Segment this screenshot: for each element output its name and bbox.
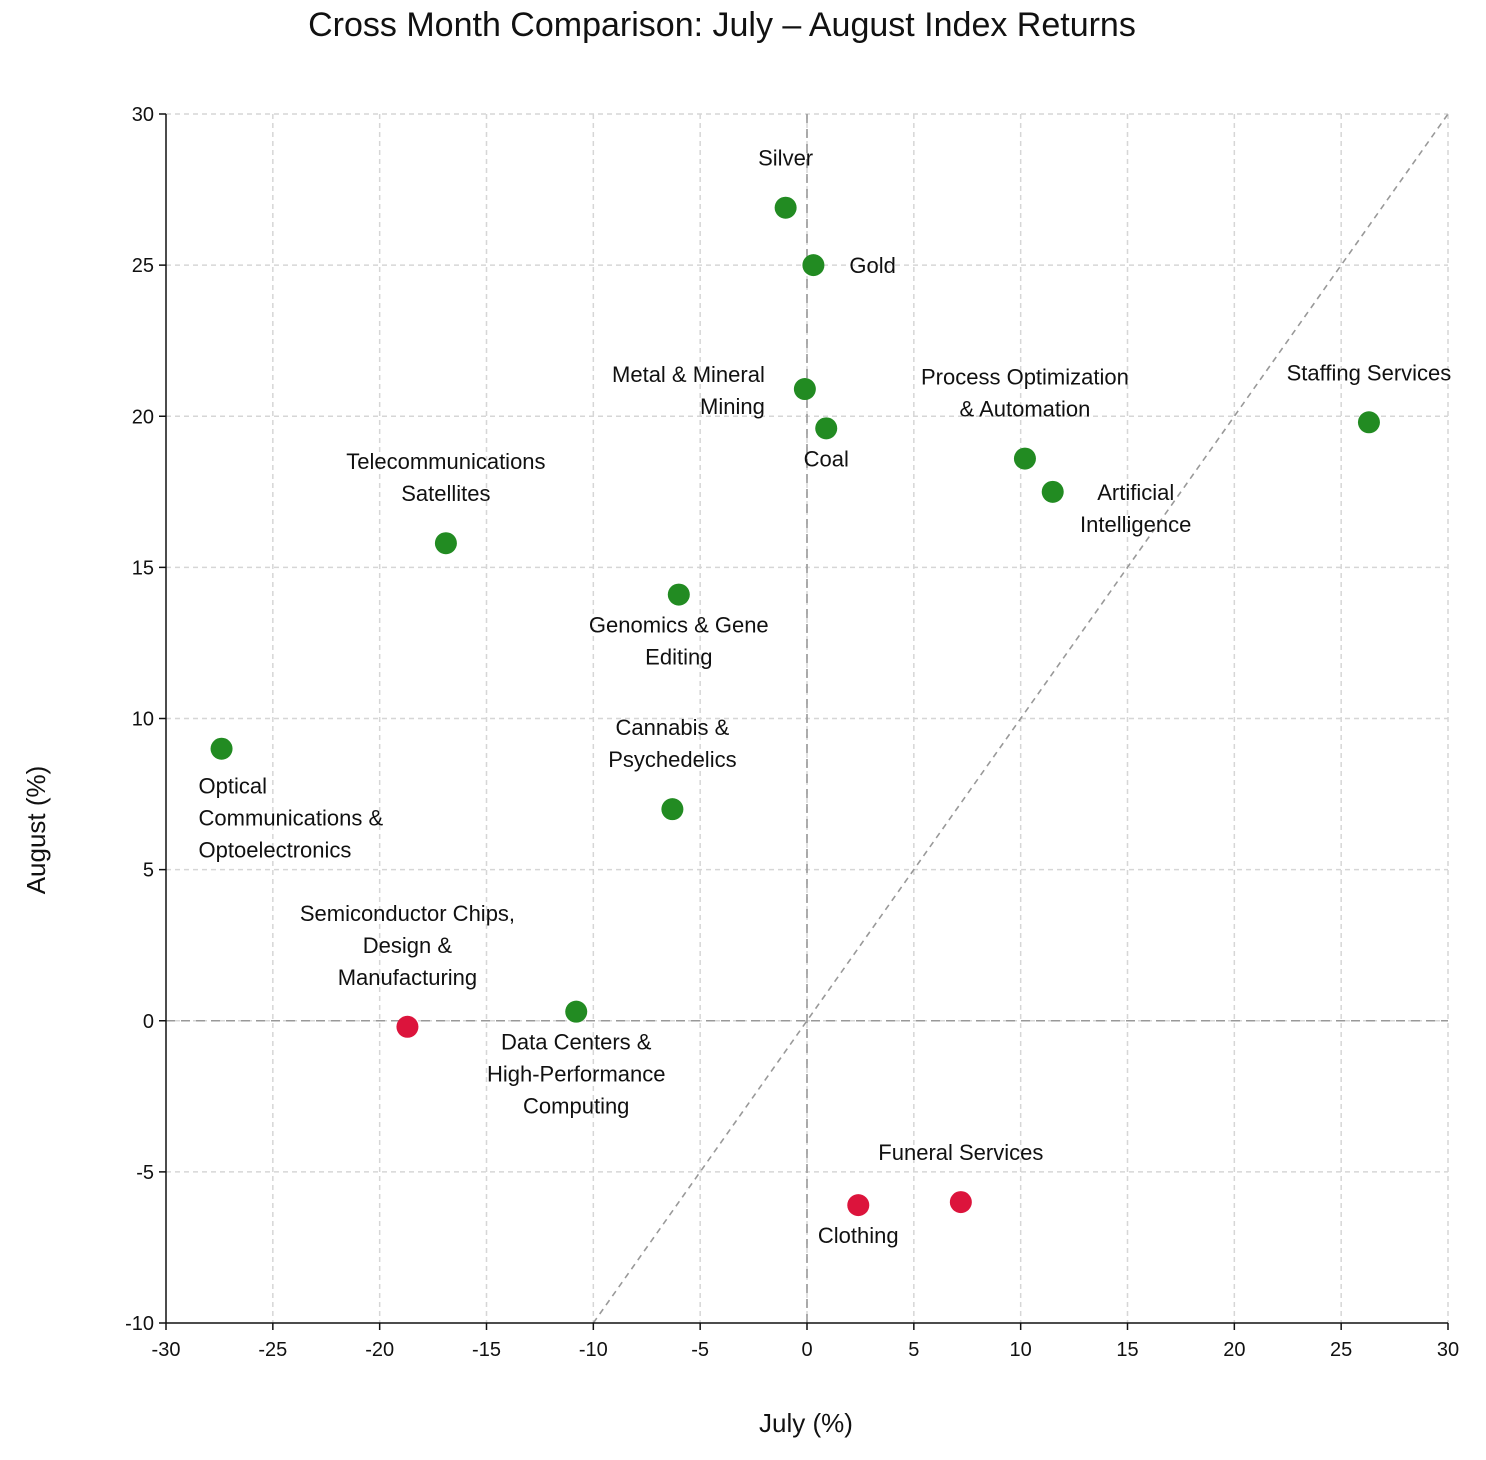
y-tick-label: 0 bbox=[143, 1011, 154, 1033]
x-tick-label: 0 bbox=[801, 1339, 812, 1361]
point-label: Telecommunications Satellites bbox=[346, 449, 545, 506]
x-tick-label: -25 bbox=[258, 1339, 287, 1361]
y-tick-label: 30 bbox=[132, 104, 154, 126]
data-point bbox=[210, 737, 233, 760]
point-label: Funeral Services bbox=[878, 1140, 1043, 1165]
x-tick-label: -30 bbox=[152, 1339, 181, 1361]
point-label: Semiconductor Chips, Design & Manufacturin… bbox=[300, 901, 515, 990]
data-point bbox=[1041, 480, 1064, 503]
identity-line bbox=[592, 113, 1449, 1324]
x-tick-label: -5 bbox=[691, 1339, 709, 1361]
point-label: Clothing bbox=[818, 1223, 899, 1248]
y-axis-title: August (%) bbox=[21, 766, 51, 895]
y-tick-label: 25 bbox=[132, 255, 154, 277]
x-tick-label: 15 bbox=[1116, 1339, 1138, 1361]
point-label: Gold bbox=[849, 253, 895, 278]
point-label: Coal bbox=[804, 446, 849, 471]
data-point bbox=[815, 417, 838, 440]
axes bbox=[159, 113, 1449, 1330]
data-points bbox=[210, 196, 1380, 1217]
x-tick-label: 10 bbox=[1010, 1339, 1032, 1361]
point-labels: Silver Gold Metal & Mineral Mining Coal Proce… bbox=[199, 146, 1452, 1248]
x-axis-title: July (%) bbox=[759, 1408, 853, 1438]
data-point bbox=[774, 196, 797, 219]
data-point bbox=[396, 1015, 419, 1038]
data-point bbox=[667, 583, 690, 606]
x-tick-label: 25 bbox=[1330, 1339, 1352, 1361]
chart-title: Cross Month Comparison: July – August In… bbox=[308, 6, 1136, 44]
data-point bbox=[565, 1000, 588, 1023]
tick-labels: -30 -25 -20 -15 -10 -5 0 5 10 15 20 25 30 -10 -5 0 5 10 15… bbox=[125, 104, 1459, 1361]
data-point bbox=[847, 1194, 870, 1217]
y-tick-label: 10 bbox=[132, 709, 154, 731]
data-point bbox=[434, 532, 457, 555]
data-point bbox=[949, 1191, 972, 1214]
data-point bbox=[1013, 447, 1036, 470]
point-label: Artificial Intelligence bbox=[1080, 480, 1191, 537]
y-tick-label: -5 bbox=[136, 1162, 154, 1184]
point-label: Cannabis & Psychedelics bbox=[608, 715, 736, 772]
x-tick-label: -15 bbox=[472, 1339, 501, 1361]
y-tick-label: 5 bbox=[143, 860, 154, 882]
data-point bbox=[661, 798, 684, 821]
point-label: Metal & Mineral Mining bbox=[612, 362, 765, 419]
x-tick-label: -20 bbox=[365, 1339, 394, 1361]
data-point bbox=[1357, 411, 1380, 434]
point-label: Staffing Services bbox=[1287, 360, 1452, 385]
data-point bbox=[793, 378, 816, 401]
point-label: Process Optimization & Automation bbox=[921, 365, 1129, 422]
data-point bbox=[802, 254, 825, 277]
x-tick-label: 30 bbox=[1437, 1339, 1459, 1361]
x-tick-label: -10 bbox=[579, 1339, 608, 1361]
point-label: Data Centers & High-Performance Computing bbox=[487, 1030, 666, 1119]
y-tick-label: 20 bbox=[132, 406, 154, 428]
reference-lines bbox=[166, 113, 1449, 1324]
x-tick-label: 20 bbox=[1223, 1339, 1245, 1361]
y-tick-label: -10 bbox=[125, 1313, 154, 1335]
point-label: Genomics & Gene Editing bbox=[589, 613, 769, 670]
point-label: Silver bbox=[758, 146, 813, 171]
point-label: Optical Communications & Optoelectronics bbox=[199, 774, 384, 863]
x-tick-label: 5 bbox=[908, 1339, 919, 1361]
y-tick-label: 15 bbox=[132, 557, 154, 579]
